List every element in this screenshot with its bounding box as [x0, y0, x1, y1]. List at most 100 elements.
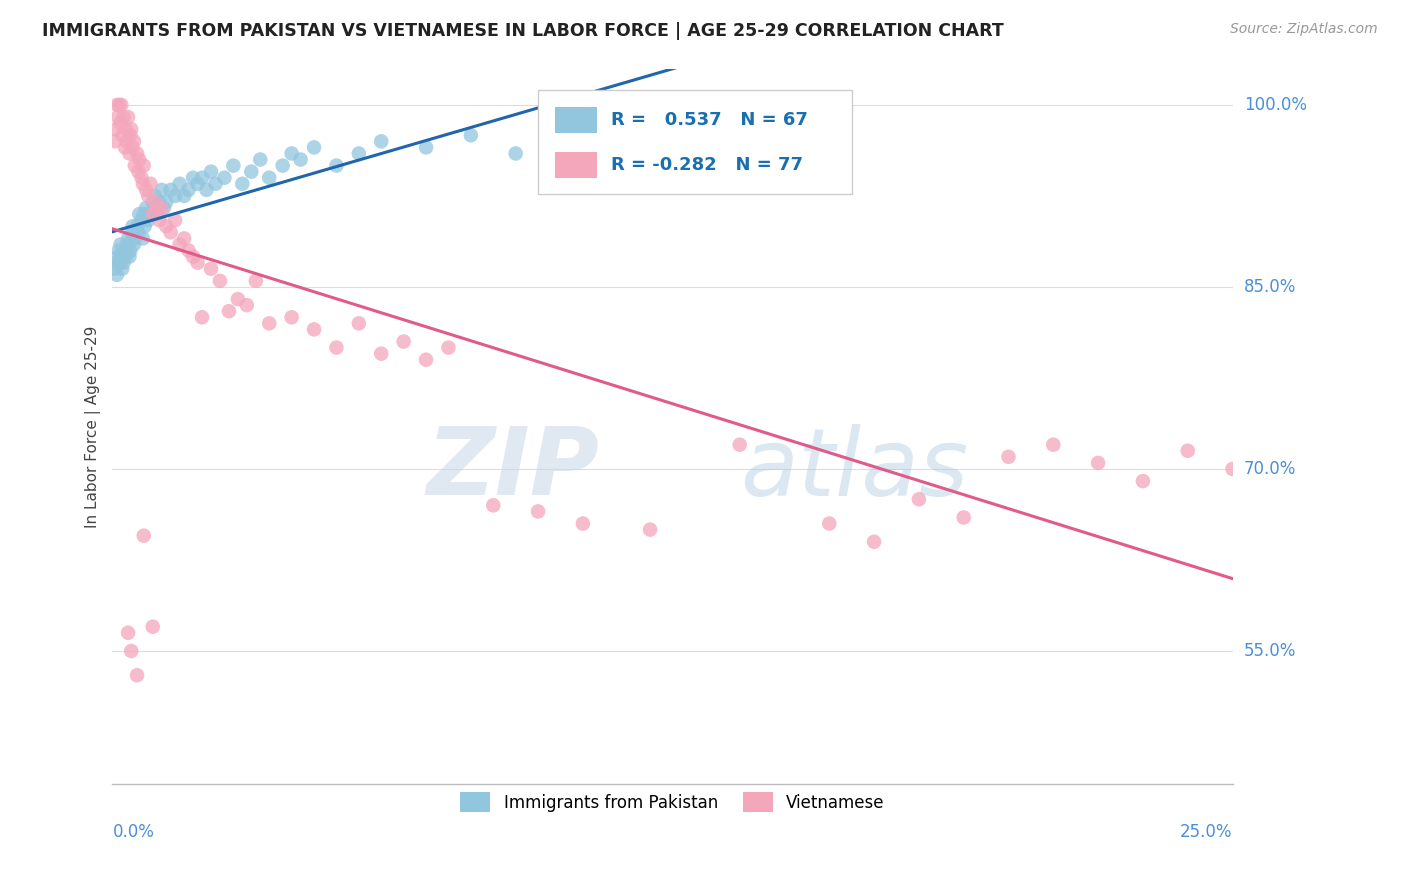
Text: ZIP: ZIP — [427, 424, 600, 516]
Point — [169, 237, 191, 252]
Point — [111, 128, 134, 143]
Text: 25.0%: 25.0% — [1180, 823, 1233, 841]
Point — [134, 219, 156, 234]
Point — [150, 183, 173, 197]
Point — [177, 183, 200, 197]
Point — [527, 504, 550, 518]
Point — [107, 250, 129, 264]
Point — [280, 310, 302, 325]
Point — [347, 146, 370, 161]
Point — [132, 159, 155, 173]
Point — [482, 499, 505, 513]
Point — [118, 146, 141, 161]
Text: 70.0%: 70.0% — [1244, 460, 1296, 478]
Point — [150, 201, 173, 215]
Point — [908, 492, 931, 507]
Point — [415, 352, 437, 367]
Point — [370, 346, 392, 360]
Text: atlas: atlas — [740, 424, 967, 515]
Point — [200, 261, 222, 276]
Text: 0.0%: 0.0% — [112, 823, 155, 841]
Point — [155, 194, 177, 209]
Point — [107, 110, 129, 124]
Point — [115, 250, 138, 264]
Point — [142, 201, 165, 215]
Point — [231, 177, 253, 191]
Point — [124, 231, 146, 245]
Text: 85.0%: 85.0% — [1244, 278, 1296, 296]
Point — [195, 183, 218, 197]
Point — [257, 316, 280, 330]
Point — [132, 231, 155, 245]
Point — [181, 250, 204, 264]
Point — [104, 261, 127, 276]
Point — [139, 177, 162, 191]
Point — [120, 225, 142, 239]
Point — [370, 134, 392, 148]
Point — [117, 231, 139, 245]
Point — [325, 341, 347, 355]
Point — [208, 274, 231, 288]
Point — [593, 122, 616, 136]
Point — [302, 322, 325, 336]
Point — [271, 159, 294, 173]
Point — [128, 153, 150, 167]
Point — [111, 261, 134, 276]
Point — [191, 170, 214, 185]
Point — [638, 523, 661, 537]
Point — [226, 292, 249, 306]
Point — [105, 98, 128, 112]
Point — [186, 255, 208, 269]
Point — [191, 310, 214, 325]
Point — [142, 194, 165, 209]
Point — [105, 255, 128, 269]
Point — [143, 189, 166, 203]
Point — [121, 219, 143, 234]
Point — [127, 225, 149, 239]
Point — [200, 164, 222, 178]
Point — [186, 177, 208, 191]
Point — [121, 140, 143, 154]
Point — [325, 159, 347, 173]
Point — [392, 334, 415, 349]
Point — [125, 146, 148, 161]
Point — [115, 122, 138, 136]
Point — [177, 244, 200, 258]
Point — [112, 110, 135, 124]
Point — [107, 244, 129, 258]
Point — [437, 341, 460, 355]
Point — [214, 170, 236, 185]
Point — [550, 134, 572, 148]
Legend: Immigrants from Pakistan, Vietnamese: Immigrants from Pakistan, Vietnamese — [454, 785, 891, 819]
Point — [153, 201, 176, 215]
Y-axis label: In Labor Force | Age 25-29: In Labor Force | Age 25-29 — [86, 326, 101, 528]
Point — [1222, 462, 1244, 476]
Point — [131, 213, 153, 227]
Point — [132, 177, 155, 191]
Point — [139, 207, 162, 221]
Point — [122, 134, 145, 148]
Point — [165, 213, 187, 227]
Point — [236, 298, 259, 312]
Point — [131, 170, 153, 185]
Text: 100.0%: 100.0% — [1244, 96, 1306, 114]
Point — [1132, 474, 1154, 488]
Text: R =   0.537   N = 67: R = 0.537 N = 67 — [610, 112, 807, 129]
Point — [204, 177, 226, 191]
Point — [110, 98, 132, 112]
Text: Source: ZipAtlas.com: Source: ZipAtlas.com — [1230, 22, 1378, 37]
Point — [120, 244, 142, 258]
Point — [105, 122, 128, 136]
Point — [222, 159, 245, 173]
Point — [155, 219, 177, 234]
Point — [125, 219, 148, 234]
Point — [1042, 438, 1064, 452]
Point — [347, 316, 370, 330]
Text: R = -0.282   N = 77: R = -0.282 N = 77 — [610, 156, 803, 174]
Point — [245, 274, 267, 288]
Point — [142, 207, 165, 221]
Point — [115, 237, 138, 252]
Point — [505, 146, 527, 161]
Point — [159, 225, 181, 239]
Point — [181, 170, 204, 185]
